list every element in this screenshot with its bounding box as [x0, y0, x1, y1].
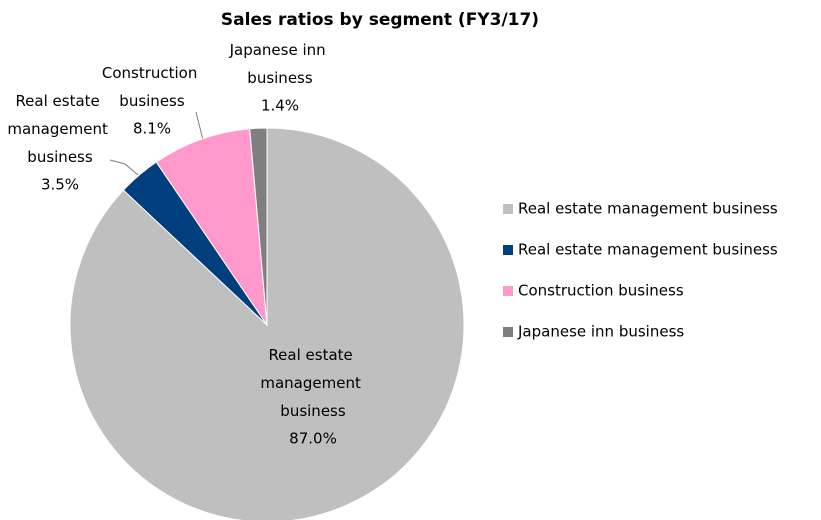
legend-swatch [503, 327, 513, 337]
slice-value-label: 3.5% [41, 176, 79, 194]
label-line: Japanese inn [229, 41, 331, 59]
slice-category-label: Real estate management business [7, 92, 112, 166]
slice-category-label: Real estate management business [260, 346, 365, 420]
label-line: Real estate [15, 92, 104, 110]
leader-line [195, 111, 204, 141]
slice-value-label: 8.1% [133, 120, 171, 138]
legend-swatch [503, 286, 513, 296]
legend-label: Real estate management business [518, 241, 778, 259]
label-line: Real estate [268, 346, 357, 364]
legend-label: Japanese inn business [517, 323, 684, 341]
slice-value-label: 1.4% [261, 97, 299, 115]
label-line: Construction [102, 64, 202, 82]
slice-category-label: Japanese inn business [229, 41, 331, 87]
legend-label: Real estate management business [518, 200, 778, 218]
label-line: management [7, 120, 112, 138]
label-line: business [280, 402, 346, 420]
slice-category-label: Construction business [102, 64, 202, 110]
pie-slice [249, 127, 268, 326]
label-line: business [247, 69, 313, 87]
legend-swatch [503, 204, 513, 214]
pie-slice [69, 127, 465, 520]
legend-label: Construction business [518, 282, 684, 300]
pie-slice [155, 128, 268, 327]
leader-line [109, 159, 139, 176]
legend-swatch [503, 245, 513, 255]
label-line: business [27, 148, 93, 166]
chart-title: Sales ratios by segment (FY3/17) [221, 10, 539, 30]
slice-value-label: 87.0% [289, 430, 337, 448]
label-line: business [119, 92, 185, 110]
label-line: management [260, 374, 365, 392]
